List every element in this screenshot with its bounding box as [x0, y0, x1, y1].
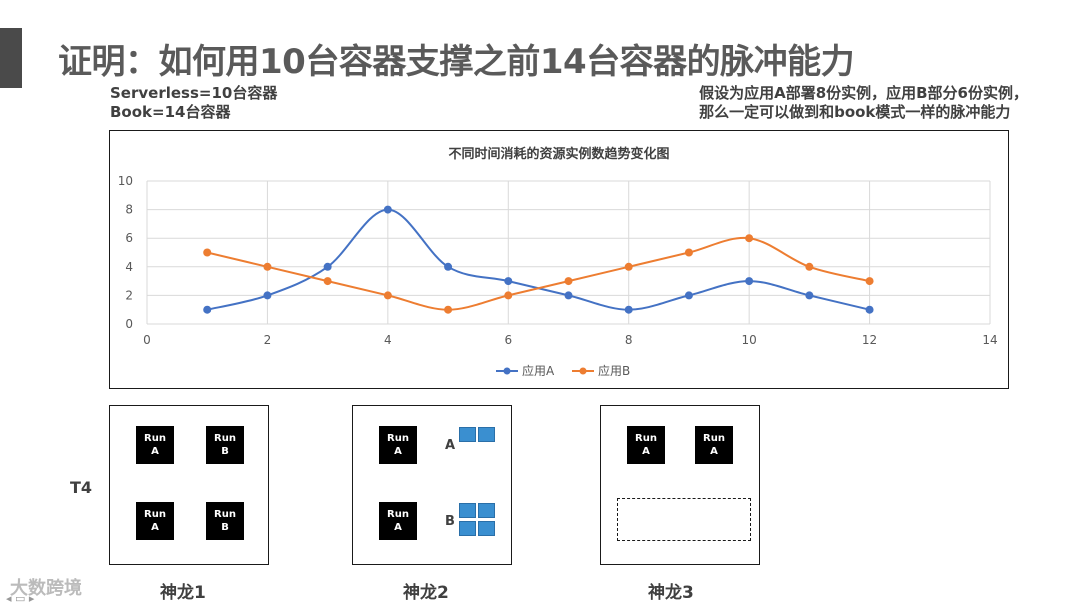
data-point	[805, 291, 814, 300]
app-letter: A	[394, 522, 402, 533]
run-word: Run	[214, 509, 236, 520]
data-point	[745, 234, 754, 243]
data-point	[504, 277, 513, 286]
y-tick-label: 0	[125, 317, 133, 331]
run-b-block: Run B	[206, 426, 244, 464]
run-a-block: Run A	[627, 426, 665, 464]
node-3-box: Run A Run A	[600, 405, 760, 565]
x-tick-label: 4	[384, 333, 392, 347]
run-a-block: Run A	[379, 502, 417, 540]
block-b-label: B	[445, 514, 455, 529]
y-tick-label: 8	[125, 203, 133, 217]
run-a-block: Run A	[136, 502, 174, 540]
run-word: Run	[144, 509, 166, 520]
line-chart: 不同时间消耗的资源实例数趋势变化图 0 2 4 6 8 10 0 2 4 6 8 10 12 14 应用A 应用…	[109, 130, 1009, 389]
run-word: Run	[635, 433, 657, 444]
node-2-label: 神龙2	[403, 583, 449, 603]
data-point	[624, 262, 633, 271]
run-a-block: Run A	[379, 426, 417, 464]
legend-marker	[503, 367, 511, 375]
app-letter: A	[151, 522, 159, 533]
instance-cell	[478, 503, 495, 518]
data-point	[203, 248, 212, 257]
instance-cell	[459, 503, 476, 518]
node-1-box: Run A Run B Run A Run B	[109, 405, 269, 565]
left-notes: Serverless=10台容器 Book=14台容器	[110, 84, 277, 122]
x-tick-label: 10	[742, 333, 757, 347]
run-word: Run	[214, 433, 236, 444]
instance-cell	[478, 521, 495, 536]
slide-nav-icon[interactable]: ◂ ▭ ▸	[6, 592, 35, 605]
data-point	[865, 277, 874, 286]
app-letter: A	[394, 446, 402, 457]
app-letter: A	[642, 446, 650, 457]
data-point	[684, 248, 693, 257]
run-word: Run	[703, 433, 725, 444]
data-point	[383, 205, 392, 214]
row-label-t4: T4	[70, 478, 93, 497]
data-point	[263, 291, 272, 300]
app-letter: A	[151, 446, 159, 457]
x-tick-label: 6	[504, 333, 512, 347]
data-point	[383, 291, 392, 300]
x-tick-label: 0	[143, 333, 151, 347]
x-tick-label: 12	[862, 333, 877, 347]
data-point	[805, 262, 814, 271]
run-word: Run	[387, 433, 409, 444]
y-tick-label: 10	[118, 174, 133, 188]
data-point	[444, 305, 453, 314]
right-notes: 假设为应用A部署8份实例，应用B部分6份实例， 那么一定可以做到和book模式一…	[699, 84, 1028, 122]
data-point	[504, 291, 513, 300]
app-letter: B	[221, 522, 229, 533]
empty-slot	[617, 498, 751, 541]
series-line	[206, 236, 870, 311]
y-tick-label: 6	[125, 231, 133, 245]
data-point	[684, 291, 693, 300]
run-b-block: Run B	[206, 502, 244, 540]
data-point	[564, 291, 573, 300]
slide-title: 证明：如何用10台容器支撑之前14台容器的脉冲能力	[58, 42, 855, 82]
node-2-box: Run A Run A A B	[352, 405, 512, 565]
chart-svg: 不同时间消耗的资源实例数趋势变化图 0 2 4 6 8 10 0 2 4 6 8 10 12 14 应用A 应用…	[118, 146, 998, 378]
data-point	[745, 277, 754, 286]
x-tick-label: 2	[264, 333, 272, 347]
data-point	[263, 262, 272, 271]
instance-cell	[478, 427, 495, 442]
run-a-block: Run A	[695, 426, 733, 464]
data-point	[564, 277, 573, 286]
app-letter: B	[221, 446, 229, 457]
chart-title: 不同时间消耗的资源实例数趋势变化图	[448, 146, 669, 162]
legend-label: 应用A	[522, 363, 555, 378]
data-point	[323, 262, 332, 271]
book-note: Book=14台容器	[110, 103, 231, 121]
x-tick-label: 8	[625, 333, 633, 347]
y-tick-label: 4	[125, 260, 133, 274]
y-tick-label: 2	[125, 288, 133, 302]
run-word: Run	[387, 509, 409, 520]
node-1-label: 神龙1	[160, 583, 206, 603]
block-a-label: A	[445, 438, 456, 453]
series-line	[206, 208, 870, 311]
node-3-label: 神龙3	[648, 583, 694, 603]
data-point	[624, 305, 633, 314]
run-a-block: Run A	[136, 426, 174, 464]
data-point	[323, 277, 332, 286]
run-word: Run	[144, 433, 166, 444]
x-tick-label: 14	[982, 333, 997, 347]
legend-label: 应用B	[598, 363, 630, 378]
data-point	[203, 305, 212, 314]
side-accent-bar	[0, 28, 22, 88]
data-point	[865, 305, 874, 314]
watermark-logo: 大数跨境	[10, 578, 82, 599]
instance-cell	[459, 427, 476, 442]
legend-marker	[579, 367, 587, 375]
serverless-note: Serverless=10台容器	[110, 84, 278, 102]
data-point	[444, 262, 453, 271]
assumption-note-1: 假设为应用A部署8份实例，应用B部分6份实例，	[699, 84, 1028, 102]
app-letter: A	[710, 446, 718, 457]
assumption-note-2: 那么一定可以做到和book模式一样的脉冲能力	[699, 103, 1011, 121]
instance-cell	[459, 521, 476, 536]
